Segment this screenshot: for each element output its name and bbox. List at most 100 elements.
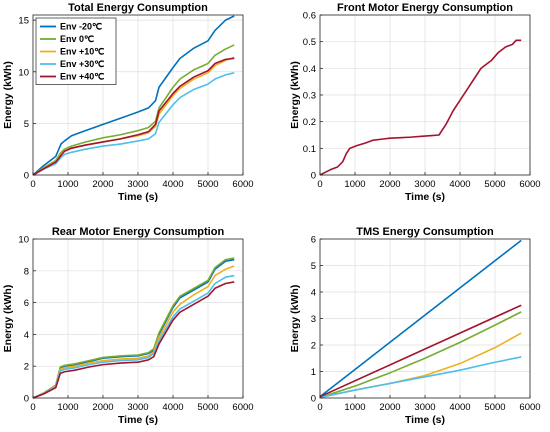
chart-title: TMS Energy Consumption [356, 226, 494, 238]
x-tick-label: 3000 [127, 179, 148, 190]
y-tick-label: 5 [311, 261, 316, 272]
y-tick-label: 6 [311, 235, 316, 246]
series-line [32, 274, 235, 399]
panel-front-motor-energy: 0 1000 2000 3000 4000 5000 6000 0 0.1 0.2 0.3 0.4 0.… [289, 2, 541, 203]
series-group [32, 257, 235, 399]
series-line [32, 44, 235, 176]
y-axis-label: Energy (kWh) [289, 285, 301, 353]
series-group [319, 39, 522, 176]
y-tick-label: 10 [18, 67, 29, 78]
x-tick-label: 3000 [414, 179, 435, 190]
x-tick-label: 5000 [484, 402, 505, 413]
x-tick-label: 4000 [162, 179, 183, 190]
y-tick-label: 4 [311, 288, 316, 299]
series-line [32, 281, 235, 399]
x-tick-label: 2000 [92, 179, 113, 190]
series-line [32, 257, 235, 399]
x-tick-label: 3000 [414, 402, 435, 413]
legend-entry: Env -20℃ [40, 22, 102, 32]
legend-entry: Env +30℃ [40, 59, 104, 69]
x-tick-label: 2000 [379, 402, 400, 413]
x-tick-label: 1000 [57, 402, 78, 413]
y-tick-label: 8 [24, 266, 29, 277]
y-tick-label: 0 [311, 171, 316, 182]
x-tick-label: 4000 [162, 402, 183, 413]
y-axis-label: Energy (kWh) [2, 61, 14, 129]
series-group [32, 15, 235, 176]
series-group [319, 239, 522, 399]
x-tick-label: 0 [30, 179, 35, 190]
y-tick-label: 2 [24, 362, 29, 373]
x-tick-label: 5000 [197, 179, 218, 190]
legend-entry: Env 0℃ [40, 34, 94, 44]
series-line [319, 304, 522, 398]
legend-label: Env +30℃ [60, 59, 104, 69]
y-tick-label: 0 [24, 394, 29, 405]
y-tick-label: 1 [311, 367, 316, 378]
y-tick-label: 0 [24, 171, 29, 182]
x-tick-label: 2000 [379, 179, 400, 190]
x-tick-label: 3000 [127, 402, 148, 413]
series-line [319, 311, 522, 399]
y-tick-label: 0.1 [303, 144, 316, 155]
series-line [319, 39, 522, 176]
axes: 0 1000 2000 3000 4000 5000 6000 0 0.1 0.2 0.3 0.4 0.… [303, 11, 541, 191]
axes: 0 1000 2000 3000 4000 5000 6000 0 5 10 15 [18, 14, 254, 190]
x-axis-label: Time (s) [118, 414, 158, 426]
x-tick-label: 5000 [484, 179, 505, 190]
series-line [32, 15, 235, 176]
y-tick-label: 0.2 [303, 117, 316, 128]
y-tick-label: 0.4 [303, 64, 316, 75]
series-line [32, 265, 235, 399]
x-tick-label: 0 [30, 402, 35, 413]
legend-label: Env +10℃ [60, 47, 104, 57]
legend: Env -20℃ Env 0℃ Env +10℃ Env +30℃ Env +4… [35, 17, 117, 85]
y-tick-label: 0.6 [303, 11, 316, 22]
y-tick-label: 6 [24, 298, 29, 309]
x-tick-label: 1000 [57, 179, 78, 190]
series-line [32, 72, 235, 176]
panel-total-energy: 0 1000 2000 3000 4000 5000 6000 0 5 10 15 Total Ene… [2, 2, 254, 203]
y-tick-label: 0 [311, 394, 316, 405]
legend-entry: Env +10℃ [40, 47, 104, 57]
y-axis-label: Energy (kWh) [2, 285, 14, 353]
chart-title: Total Energy Consumption [68, 2, 208, 14]
x-axis-label: Time (s) [405, 191, 445, 203]
grid [319, 238, 531, 399]
chart-title: Rear Motor Energy Consumption [52, 226, 225, 238]
x-tick-label: 0 [317, 402, 322, 413]
y-tick-label: 10 [18, 235, 29, 246]
x-tick-label: 6000 [519, 179, 540, 190]
y-tick-label: 4 [24, 330, 29, 341]
series-line [32, 57, 235, 176]
y-tick-label: 0.5 [303, 37, 316, 48]
legend-label: Env 0℃ [60, 34, 94, 44]
y-tick-label: 15 [18, 16, 29, 27]
x-tick-label: 5000 [197, 402, 218, 413]
x-tick-label: 4000 [449, 402, 470, 413]
panel-tms-energy: 0 1000 2000 3000 4000 5000 6000 0 1 2 3 4 5 6 TMS Ener… [289, 226, 541, 426]
x-tick-label: 1000 [344, 179, 365, 190]
grid [32, 238, 244, 399]
y-tick-label: 0.3 [303, 91, 316, 102]
legend-label: Env +40℃ [60, 72, 104, 82]
legend-label: Env -20℃ [60, 22, 102, 32]
x-tick-label: 1000 [344, 402, 365, 413]
axes: 0 1000 2000 3000 4000 5000 6000 0 2 4 6 8 10 [18, 235, 253, 414]
panel-rear-motor-energy: 0 1000 2000 3000 4000 5000 6000 0 2 4 6 8 10 Rear Mot… [2, 226, 254, 426]
series-line [319, 356, 522, 399]
x-tick-label: 0 [317, 179, 322, 190]
x-tick-label: 2000 [92, 402, 113, 413]
x-tick-label: 4000 [449, 179, 470, 190]
x-axis-label: Time (s) [118, 191, 158, 203]
legend-entry: Env +40℃ [40, 72, 104, 82]
chart-title: Front Motor Energy Consumption [337, 2, 513, 14]
x-tick-label: 6000 [519, 402, 540, 413]
x-axis-label: Time (s) [405, 414, 445, 426]
y-axis-label: Energy (kWh) [289, 61, 301, 129]
y-tick-label: 2 [311, 341, 316, 352]
x-tick-label: 6000 [232, 179, 253, 190]
series-line [319, 239, 522, 398]
grid [319, 14, 531, 176]
